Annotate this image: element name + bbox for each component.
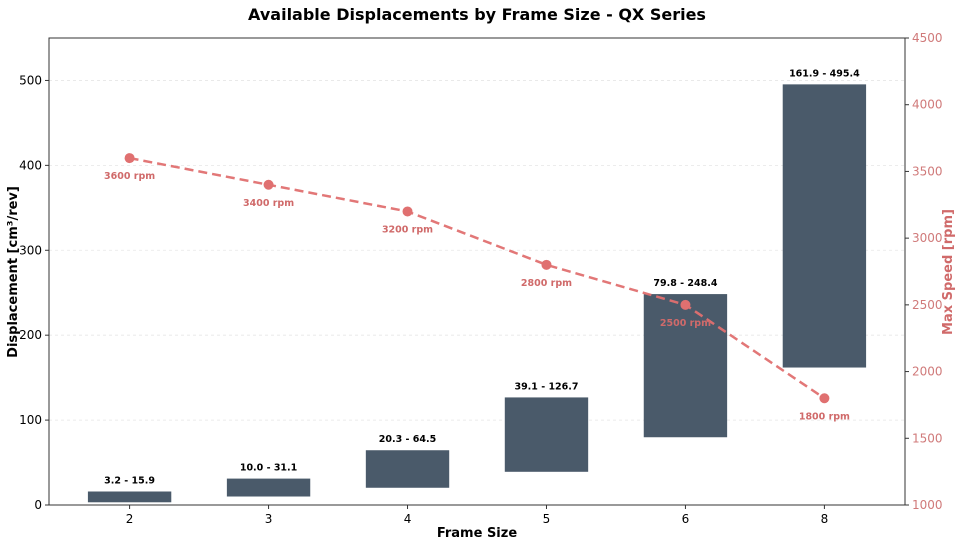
y-tick-label: 200 [19, 328, 42, 342]
y-tick-label: 0 [34, 498, 42, 512]
y2-tick-label: 4000 [912, 98, 943, 112]
speed-label: 3400 rpm [243, 198, 294, 209]
speed-label: 3200 rpm [382, 224, 433, 235]
bar [87, 491, 172, 503]
bar [365, 450, 450, 488]
y2-tick-label: 3000 [912, 231, 943, 245]
speed-point [263, 179, 274, 190]
speed-point [124, 153, 135, 164]
y-tick-label: 500 [19, 73, 42, 87]
y-tick-label: 400 [19, 158, 42, 172]
x-tick-label: 3 [265, 512, 273, 526]
x-tick-label: 4 [404, 512, 412, 526]
speed-label: 1800 rpm [799, 411, 850, 422]
x-tick-label: 2 [126, 512, 134, 526]
y2-tick-label: 1500 [912, 431, 943, 445]
plot-frame [48, 37, 906, 506]
x-tick-label: 8 [821, 512, 829, 526]
speed-line-path [129, 156, 826, 400]
y2-tick-label: 1000 [912, 498, 943, 512]
speed-label: 3600 rpm [104, 171, 155, 182]
y2-tick-label: 2500 [912, 298, 943, 312]
speed-point [402, 206, 413, 217]
bar-label: 10.0 - 31.1 [240, 463, 297, 474]
y2-axis-label: Max Speed [rpm] [941, 209, 956, 335]
bar-label: 79.8 - 248.4 [653, 278, 717, 289]
x-tick-label: 5 [543, 512, 551, 526]
speed-label: 2500 rpm [660, 318, 711, 329]
chart-title: Available Displacements by Frame Size - … [248, 5, 706, 24]
bar [504, 397, 589, 472]
y-tick-label: 300 [19, 243, 42, 257]
bar-label: 161.9 - 495.4 [789, 68, 860, 79]
speed-point [680, 299, 691, 310]
x-axis-label: Frame Size [437, 526, 518, 541]
bar [782, 84, 867, 368]
bar-label: 20.3 - 64.5 [379, 434, 436, 445]
speed-label: 2800 rpm [521, 278, 572, 289]
y2-tick-label: 3500 [912, 164, 943, 178]
y2-tick-label: 2000 [912, 365, 943, 379]
speed-point [819, 393, 830, 404]
y-tick-label: 100 [19, 413, 42, 427]
bar-label: 3.2 - 15.9 [104, 475, 155, 486]
grid [49, 80, 905, 506]
bars: 3.2 - 15.9 10.0 - 31.1 20.3 - 64.5 39.1 - 1… [87, 68, 867, 503]
speed-point [541, 259, 552, 270]
y-axis-label: Displacement [cm³/rev] [6, 186, 21, 358]
bar [226, 478, 311, 497]
x-tick-label: 6 [682, 512, 690, 526]
bar [643, 294, 728, 438]
bar-label: 39.1 - 126.7 [514, 381, 578, 392]
axes: 0 100 200 300 400 500 1000 1500 2000 2500 3000 3500… [19, 31, 942, 526]
speed-line: 3600 rpm 3400 rpm 3200 rpm 2800 rpm 2500 rpm… [104, 153, 850, 422]
y2-tick-label: 4500 [912, 31, 943, 45]
